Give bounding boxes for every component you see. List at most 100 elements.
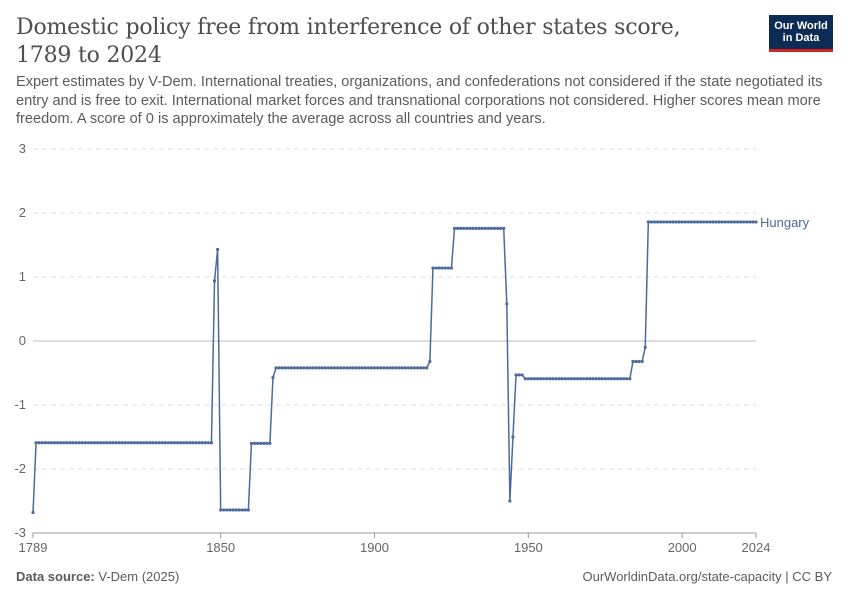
data-point	[185, 441, 189, 445]
data-point	[123, 441, 127, 445]
data-point	[286, 366, 290, 370]
data-point	[240, 508, 244, 512]
data-point	[532, 377, 537, 381]
data-point	[428, 359, 432, 364]
data-point	[702, 220, 706, 224]
data-point	[754, 220, 758, 224]
data-point	[735, 220, 740, 224]
x-tick-label: 2000	[668, 540, 697, 555]
data-point	[49, 441, 54, 445]
data-point	[403, 366, 407, 370]
data-point	[649, 220, 654, 224]
data-point	[400, 366, 404, 370]
data-point	[203, 441, 207, 445]
data-point	[243, 508, 247, 512]
data-point	[56, 441, 60, 445]
data-point	[357, 366, 361, 370]
data-point	[699, 220, 703, 224]
data-point	[212, 279, 217, 283]
data-point	[542, 377, 546, 381]
data-point	[83, 441, 87, 445]
footer-link[interactable]: OurWorldinData.org/state-capacity | CC B…	[582, 569, 832, 584]
data-point	[385, 366, 389, 370]
data-point	[166, 441, 170, 445]
data-point	[136, 441, 140, 445]
y-tick-label: -3	[14, 525, 26, 540]
data-point	[31, 510, 35, 515]
data-point	[729, 220, 733, 224]
data-point	[655, 220, 660, 224]
data-point	[508, 499, 512, 503]
data-point	[431, 266, 435, 270]
data-point	[603, 377, 607, 381]
data-point	[489, 226, 494, 230]
data-point	[742, 220, 746, 224]
data-point	[480, 226, 484, 230]
chart-subtitle: Expert estimates by V-Dem. International…	[16, 74, 823, 127]
data-point	[440, 266, 444, 270]
series-label-hungary: Hungary	[760, 215, 810, 230]
chart-title: Domestic policy free from interference o…	[16, 15, 681, 68]
data-point	[379, 366, 383, 370]
data-point	[139, 441, 143, 445]
data-point	[686, 220, 690, 224]
y-tick-label: 0	[19, 333, 26, 348]
data-point	[535, 377, 540, 381]
data-point	[477, 226, 481, 230]
data-point	[102, 441, 106, 445]
data-point	[455, 226, 460, 230]
data-point	[335, 366, 340, 370]
data-point	[739, 220, 743, 224]
data-point	[292, 366, 297, 370]
data-point	[668, 220, 672, 224]
data-point	[692, 220, 697, 224]
data-point	[157, 441, 161, 445]
y-tick-label: -2	[14, 461, 26, 476]
data-point	[89, 441, 94, 445]
data-point	[274, 366, 278, 370]
data-point	[271, 375, 275, 380]
data-point	[231, 508, 235, 512]
data-point	[237, 508, 241, 512]
data-point	[249, 441, 254, 445]
data-point	[305, 366, 309, 370]
data-point	[723, 220, 727, 224]
x-tick-label: 1900	[360, 540, 389, 555]
data-point	[194, 441, 198, 445]
data-point	[308, 366, 312, 370]
data-point	[474, 226, 478, 230]
data-point	[145, 441, 149, 445]
data-point	[511, 435, 515, 439]
data-point	[120, 441, 124, 445]
owid-logo[interactable]: Our World in Data	[769, 15, 833, 52]
data-point	[363, 366, 367, 370]
data-point	[452, 226, 457, 230]
data-point	[720, 220, 724, 224]
data-point	[529, 377, 534, 381]
data-point	[311, 366, 315, 370]
data-point	[154, 441, 158, 445]
data-point	[557, 377, 561, 381]
data-point	[548, 377, 552, 381]
data-point	[745, 220, 749, 224]
data-point	[342, 366, 346, 370]
data-point	[646, 220, 650, 224]
data-point	[132, 441, 137, 445]
data-point	[520, 373, 524, 377]
data-point	[597, 377, 601, 381]
data-point	[419, 366, 423, 370]
data-source-value[interactable]: V-Dem (2025)	[98, 569, 180, 584]
data-point	[283, 366, 287, 370]
data-point	[640, 359, 644, 364]
data-source: Data source: V-Dem (2025)	[16, 569, 179, 584]
data-point	[382, 366, 386, 370]
data-point	[551, 377, 555, 381]
data-point	[554, 377, 558, 381]
data-point	[317, 366, 321, 370]
data-point	[695, 220, 700, 224]
data-point	[92, 441, 97, 445]
data-point	[662, 220, 666, 224]
data-point	[579, 377, 583, 381]
data-point	[560, 377, 564, 381]
